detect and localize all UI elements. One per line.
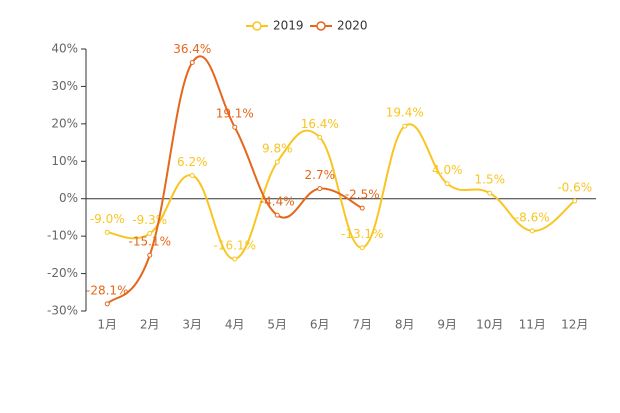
legend-marker	[316, 21, 326, 31]
data-label: 19.4%	[386, 106, 424, 120]
data-label: -2.5%	[345, 188, 380, 202]
data-point	[317, 186, 323, 192]
data-label: -9.3%	[132, 213, 167, 227]
data-point	[317, 134, 323, 140]
data-point	[444, 181, 450, 187]
x-tick-label: 3月	[182, 318, 202, 332]
data-point	[189, 173, 195, 179]
data-point	[147, 252, 153, 258]
data-point	[402, 123, 408, 129]
data-label: 1.5%	[475, 173, 506, 187]
y-tick-label: 10%	[51, 154, 78, 168]
data-point	[274, 159, 280, 165]
data-point	[359, 245, 365, 251]
x-tick-label: 10月	[476, 318, 503, 332]
data-label: -8.6%	[515, 210, 550, 224]
data-label: 6.2%	[177, 155, 208, 169]
legend-marker	[252, 21, 262, 31]
data-label: -16.1%	[214, 238, 256, 252]
x-tick-label: 9月	[437, 318, 457, 332]
data-point	[487, 190, 493, 196]
data-point	[147, 231, 153, 237]
x-tick-label: 5月	[267, 318, 287, 332]
data-point	[572, 198, 578, 204]
data-label: 36.4%	[173, 42, 211, 56]
data-point	[232, 124, 238, 130]
data-label: 19.1%	[216, 107, 254, 121]
data-label: 2.7%	[305, 168, 336, 182]
data-label: 9.8%	[262, 142, 293, 156]
data-point	[274, 212, 280, 218]
legend-label: 2019	[273, 19, 304, 33]
y-tick-label: 30%	[51, 79, 78, 93]
x-tick-label: 8月	[395, 318, 415, 332]
data-point	[104, 229, 110, 235]
y-tick-label: -30%	[47, 304, 78, 318]
x-tick-label: 4月	[225, 318, 245, 332]
y-tick-label: 20%	[51, 116, 78, 130]
x-tick-label: 1月	[97, 318, 117, 332]
y-tick-label: -10%	[47, 229, 78, 243]
data-label: -0.6%	[557, 180, 592, 194]
data-point	[529, 228, 535, 234]
data-point	[104, 301, 110, 307]
data-label: -9.0%	[90, 212, 125, 226]
data-label: -4.4%	[260, 195, 295, 209]
data-label: -28.1%	[86, 283, 128, 297]
y-tick-label: 0%	[59, 191, 78, 205]
data-label: 16.4%	[301, 117, 339, 131]
data-point	[189, 59, 195, 65]
x-tick-label: 12月	[561, 318, 588, 332]
y-tick-label: 40%	[51, 42, 78, 56]
x-tick-label: 11月	[519, 318, 546, 332]
data-label: 4.0%	[432, 163, 463, 177]
data-label: -13.1%	[341, 227, 383, 241]
data-point	[359, 205, 365, 211]
data-point	[232, 256, 238, 262]
legend-label: 2020	[337, 19, 368, 33]
y-tick-label: -20%	[47, 266, 78, 280]
data-label: -15.1%	[129, 235, 171, 249]
x-tick-label: 6月	[310, 318, 330, 332]
x-tick-label: 7月	[352, 318, 372, 332]
x-tick-label: 2月	[140, 318, 160, 332]
